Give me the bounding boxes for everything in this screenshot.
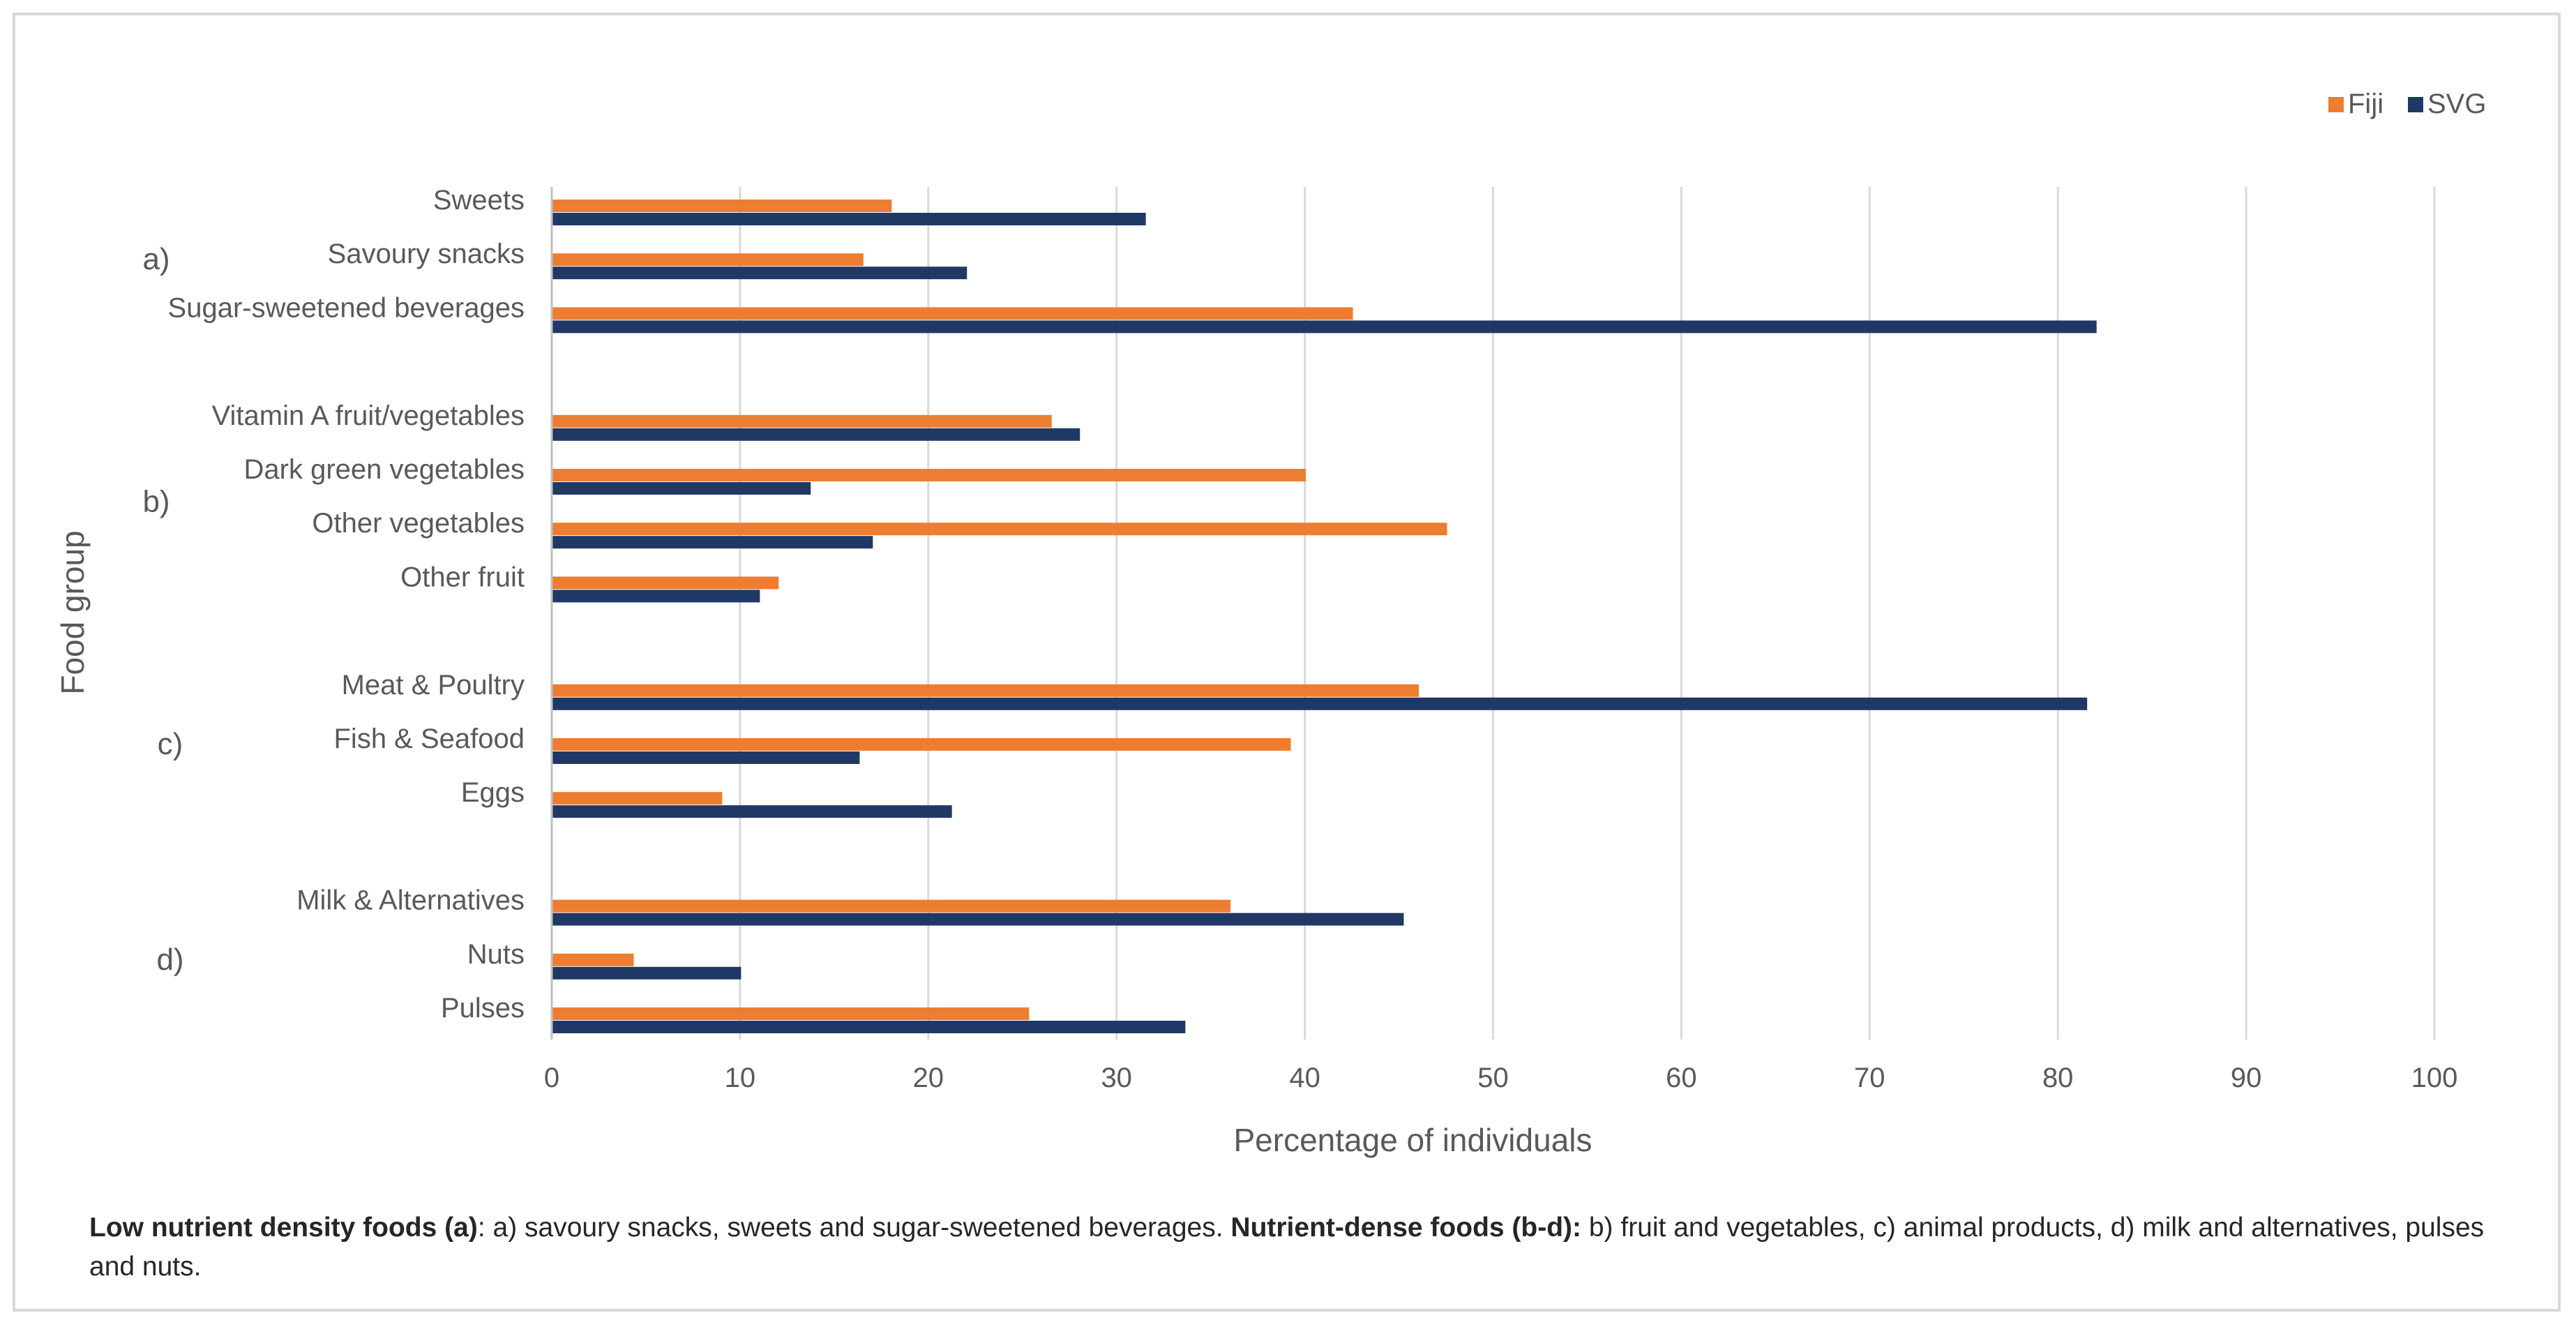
category-label: Meat & Poultry (342, 670, 525, 700)
category-label: Fish & Seafood (334, 724, 525, 754)
legend-label: Fiji (2348, 89, 2383, 119)
x-tick-label: 60 (1666, 1063, 1697, 1093)
x-tick-label: 0 (544, 1063, 559, 1093)
bar-fiji (552, 738, 1291, 751)
bar-fiji (552, 253, 864, 267)
figure-caption: Low nutrient density foods (a): a) savou… (89, 1208, 2531, 1287)
legend-swatch (2408, 97, 2423, 112)
category-label: Savoury snacks (328, 239, 525, 269)
legend-label: SVG (2427, 89, 2486, 119)
bar-fiji (552, 953, 634, 966)
category-label: Sugar-sweetened beverages (168, 292, 525, 323)
bar-fiji (552, 792, 723, 805)
bar-fiji (552, 684, 1419, 697)
bar-svg (552, 590, 760, 603)
caption-bold-nutrient-dense: Nutrient-dense foods (b-d): (1230, 1213, 1582, 1243)
caption-text-low-density: : a) savoury snacks, sweets and sugar-sw… (477, 1213, 1231, 1243)
category-label: Nuts (467, 939, 525, 970)
category-label: Milk & Alternatives (296, 885, 525, 916)
bar-svg (552, 966, 741, 980)
x-tick-label: 50 (1477, 1063, 1509, 1093)
x-tick-label: 20 (913, 1063, 944, 1093)
group-label: b) (142, 485, 170, 519)
legend-swatch (2328, 97, 2344, 112)
bar-svg (552, 697, 2088, 710)
x-tick-label: 70 (1854, 1063, 1885, 1093)
bar-svg (552, 751, 860, 764)
group-label: d) (156, 943, 183, 977)
bar-svg (552, 1021, 1186, 1033)
x-tick-label: 100 (2411, 1063, 2458, 1093)
x-tick-label: 40 (1289, 1063, 1320, 1093)
x-axis-title: Percentage of individuals (1234, 1122, 1592, 1158)
group-label: a) (142, 242, 170, 276)
bar-fiji (552, 307, 1353, 320)
legend: Fiji SVG (2328, 89, 2486, 119)
bar-fiji (552, 1007, 1030, 1020)
bar-fiji (552, 523, 1447, 536)
bar-svg (552, 805, 952, 818)
bar-svg (552, 213, 1146, 225)
axes: 0 10 20 30 40 50 60 70 80 90 100 Percentage of indi… (54, 187, 2457, 1158)
chart-frame (13, 13, 2561, 1312)
bar-fiji (552, 469, 1306, 481)
category-label: Vitamin A fruit/vegetables (212, 400, 525, 431)
bar-fiji (552, 200, 892, 212)
x-tick-label: 10 (725, 1063, 756, 1093)
y-axis-title: Food group (54, 530, 91, 694)
caption-text-nutrient-dense: b) fruit and vegetables, c) animal produ… (89, 1213, 2485, 1282)
category-label: Dark green vegetables (244, 454, 525, 485)
bar-svg (552, 536, 873, 549)
bar-fiji (552, 576, 779, 590)
bar-fiji (552, 414, 1052, 428)
category-label: Other vegetables (312, 508, 525, 539)
bar-svg (552, 482, 811, 495)
category-label: Sweets (433, 185, 525, 216)
category-label: Pulses (441, 993, 525, 1024)
bar-fiji (552, 899, 1231, 913)
bar-svg (552, 428, 1080, 441)
x-tick-label: 30 (1101, 1063, 1132, 1093)
category-labels: Sweets Savoury snacks Sugar-sweetened beve… (142, 185, 525, 1024)
bars (552, 200, 2097, 1033)
bar-svg (552, 320, 2097, 333)
bar-svg (552, 267, 967, 280)
group-label: c) (158, 727, 183, 761)
category-label: Other fruit (400, 562, 525, 592)
x-tick-label: 80 (2042, 1063, 2074, 1093)
caption-bold-low-density: Low nutrient density foods (a) (89, 1213, 478, 1243)
bar-svg (552, 913, 1404, 926)
x-tick-label: 90 (2231, 1063, 2262, 1093)
category-label: Eggs (461, 777, 525, 808)
